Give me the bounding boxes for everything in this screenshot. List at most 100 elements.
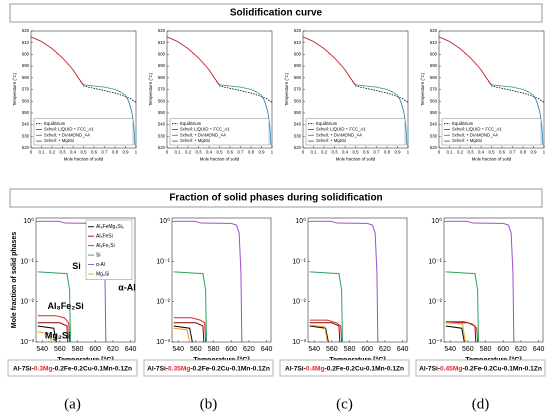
x-tick-label: 0: [438, 149, 441, 154]
caption-box: [279, 359, 410, 377]
y-tick-label: 590: [22, 63, 30, 68]
x-tick-label: 560: [54, 346, 66, 353]
caption-highlight: 0.45Mg: [440, 365, 462, 372]
caption: Al-7Si-0.4Mg-0.2Fe-0.2Cu-0.1Mn-0.1Zn: [285, 365, 404, 372]
y-tick-label: 590: [158, 63, 166, 68]
y-axis-label: Temperature (°C): [12, 72, 17, 106]
series-line: [166, 36, 273, 103]
x-tick-label: 1: [135, 149, 138, 154]
series-line: [30, 36, 84, 86]
x-tick-label: 640: [533, 346, 545, 353]
y-tick-label: 570: [158, 87, 166, 92]
series-line: [173, 325, 193, 343]
y-tick-label: 10⁻¹: [156, 258, 170, 265]
plot-area: [307, 217, 408, 343]
legend-box: [33, 118, 134, 146]
legend-label: Equilibrium: [316, 121, 338, 126]
x-tick-label: 0.5: [217, 149, 224, 154]
panel-label: (d): [472, 396, 490, 412]
x-tick-label: 0.2: [185, 149, 192, 154]
x-tick-label: 0.9: [395, 149, 402, 154]
x-tick-label: 640: [397, 346, 409, 353]
y-tick-label: 580: [430, 75, 438, 80]
x-tick-label: 0.4: [342, 149, 349, 154]
legend-label: Scheil: + DIAMOND_A4: [180, 132, 226, 137]
y-tick-label: 590: [430, 63, 438, 68]
series-line: [173, 322, 205, 343]
x-tick-label: 620: [107, 346, 119, 353]
x-tick-label: 540: [444, 346, 456, 353]
legend-box: [305, 118, 406, 146]
y-axis-label: Temperature (°C): [284, 72, 289, 106]
x-tick-label: 0.4: [478, 149, 485, 154]
x-axis-label: Mole fraction of solid: [336, 156, 376, 161]
y-tick-label: 600: [158, 52, 166, 57]
legend-label: Scheil: + Mg2Si: [316, 138, 346, 143]
caption-part: -0.2Fe-0.2Cu-0.1Mn-0.1Zn: [462, 365, 542, 372]
y-tick-label: 620: [430, 28, 438, 33]
x-tick-label: 620: [515, 346, 527, 353]
series-line: [533, 95, 544, 146]
series-line: [445, 325, 465, 343]
x-tick-label: 0.5: [353, 149, 360, 154]
x-tick-label: 0.3: [196, 149, 203, 154]
series-line: [37, 271, 71, 343]
x-tick-label: 0.7: [102, 149, 109, 154]
y-tick-label: 600: [294, 52, 302, 57]
x-tick-label: 0.6: [227, 149, 234, 154]
x-tick-label: 560: [462, 346, 474, 353]
y-tick-label: 550: [294, 110, 302, 115]
panel-label: (b): [200, 396, 218, 412]
x-tick-label: 540: [172, 346, 184, 353]
y-tick-label: 10⁻³: [292, 339, 306, 346]
y-tick-label: 530: [158, 133, 166, 138]
x-tick-label: 0.8: [248, 149, 255, 154]
y-tick-label: 580: [294, 75, 302, 80]
x-tick-label: 620: [243, 346, 255, 353]
y-tick-label: 550: [430, 110, 438, 115]
caption: Al-7Si-0.45Mg-0.2Fe-0.2Cu-0.1Mn-0.1Zn: [419, 365, 542, 372]
y-tick-label: 10⁻³: [20, 339, 34, 346]
y-tick-label: 590: [294, 63, 302, 68]
x-axis-label: Mole fraction of solid: [200, 156, 240, 161]
x-tick-label: 0.9: [259, 149, 266, 154]
annotation: α-Al: [118, 282, 136, 292]
legend-label: Scheil: LIQUID + FCC_A1: [180, 127, 230, 132]
x-tick-label: 0.8: [384, 149, 391, 154]
x-tick-label: 0.3: [60, 149, 67, 154]
x-tick-label: 600: [361, 346, 373, 353]
legend-box: [169, 118, 270, 146]
series-line: [309, 324, 328, 343]
legend-box: [441, 118, 542, 146]
series-line: [173, 271, 207, 343]
x-tick-label: 580: [344, 346, 356, 353]
caption-box: [7, 359, 138, 377]
series-line: [83, 84, 126, 96]
x-tick-label: 0.8: [520, 149, 527, 154]
x-tick-label: 640: [261, 346, 273, 353]
x-tick-label: 0.3: [468, 149, 475, 154]
legend-label: Mg₂Si: [96, 271, 109, 277]
caption-box: [415, 359, 546, 377]
series-line: [219, 84, 262, 96]
y-tick-label: 10⁻²: [428, 299, 442, 306]
caption-highlight: 0.3Mg: [34, 365, 53, 372]
legend-label: Equilibrium: [452, 121, 474, 126]
annotation: Al₈Fe₂Si: [47, 301, 83, 311]
legend-label: Scheil: LIQUID + FCC_A1: [44, 127, 94, 132]
y-tick-label: 600: [22, 52, 30, 57]
x-tick-label: 0: [30, 149, 33, 154]
annotation: Si: [72, 261, 81, 271]
series-line: [309, 319, 343, 343]
x-tick-label: 640: [125, 346, 137, 353]
x-tick-label: 0.1: [175, 149, 182, 154]
y-tick-label: 600: [430, 52, 438, 57]
caption-part: -0.2Fe-0.2Cu-0.1Mn-0.1Zn: [53, 365, 133, 372]
legend-label: Scheil: LIQUID + FCC_A1: [452, 127, 502, 132]
header: Fraction of solid phases during solidifi…: [169, 193, 382, 204]
x-tick-label: 0: [302, 149, 305, 154]
series-line: [302, 36, 356, 86]
x-tick-label: 580: [480, 346, 492, 353]
y-tick-label: 580: [22, 75, 30, 80]
y-tick-label: 620: [158, 28, 166, 33]
